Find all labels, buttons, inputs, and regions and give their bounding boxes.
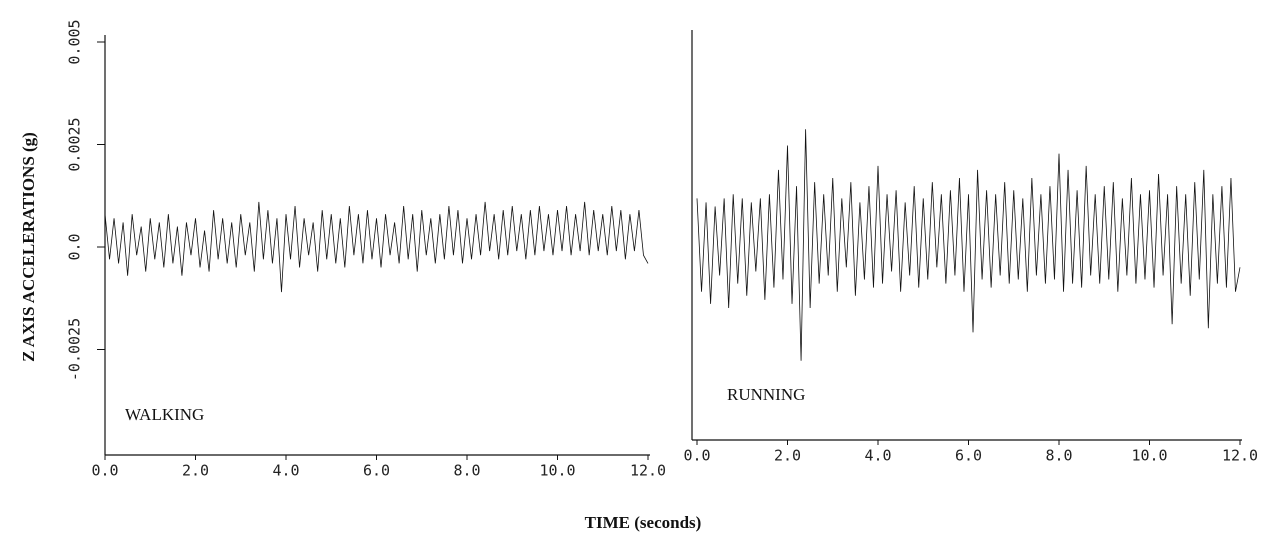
x-tick-label: 2.0	[774, 447, 801, 465]
panel-label: RUNNING	[727, 385, 805, 404]
panel-label: WALKING	[125, 405, 204, 424]
y-tick-label: 0.005	[66, 19, 84, 64]
x-tick-label: 12.0	[1222, 447, 1258, 465]
y-axis-title: Z AXIS ACCELERATIONS (g)	[19, 132, 38, 362]
y-tick-label: 0.0	[66, 233, 84, 260]
x-tick-label: 10.0	[1131, 447, 1167, 465]
x-tick-label: 6.0	[363, 462, 390, 480]
y-tick-label: -0.0025	[66, 318, 84, 381]
x-axis-title: TIME (seconds)	[585, 513, 702, 532]
x-tick-label: 4.0	[864, 447, 891, 465]
x-tick-label: 0.0	[683, 447, 710, 465]
x-tick-label: 2.0	[182, 462, 209, 480]
x-tick-label: 10.0	[539, 462, 575, 480]
signal-line	[696, 129, 1241, 361]
signal-line	[104, 201, 649, 293]
x-tick-label: 0.0	[91, 462, 118, 480]
x-tick-label: 8.0	[1045, 447, 1072, 465]
x-tick-label: 8.0	[453, 462, 480, 480]
x-tick-label: 12.0	[630, 462, 666, 480]
x-tick-label: 4.0	[272, 462, 299, 480]
x-tick-label: 6.0	[955, 447, 982, 465]
y-tick-label: 0.0025	[66, 117, 84, 171]
